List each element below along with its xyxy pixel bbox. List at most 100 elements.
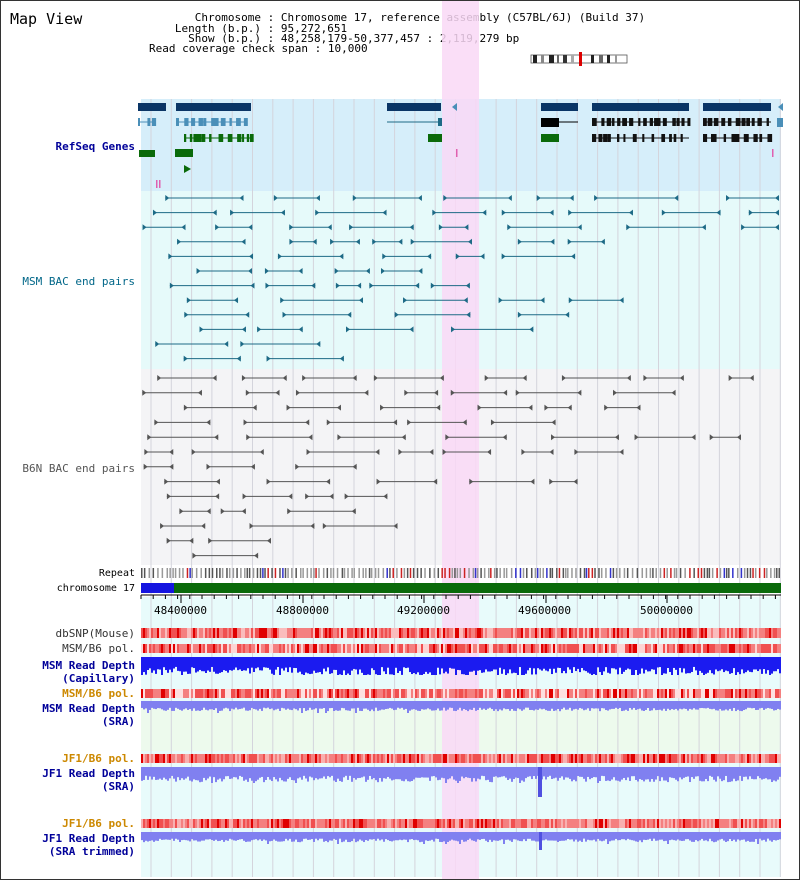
read-depth-bar bbox=[237, 832, 239, 840]
polymorphism-heat-cell bbox=[273, 689, 275, 698]
polymorphism-heat-cell bbox=[375, 819, 377, 828]
read-depth-bar bbox=[323, 832, 325, 842]
read-depth-bar bbox=[251, 701, 253, 708]
read-depth-bar bbox=[569, 767, 571, 779]
read-depth-bar bbox=[239, 767, 241, 776]
repeat-mark bbox=[534, 568, 537, 578]
b6n-bac-pair-end bbox=[192, 552, 197, 559]
repeat-mark bbox=[499, 568, 501, 578]
polymorphism-heat-cell bbox=[469, 644, 471, 653]
polymorphism-heat-cell bbox=[603, 628, 605, 638]
read-depth-bar bbox=[301, 701, 303, 713]
polymorphism-heat-cell bbox=[559, 754, 561, 763]
repeat-mark bbox=[585, 568, 588, 578]
polymorphism-heat-cell bbox=[437, 819, 439, 828]
polymorphism-heat-cell bbox=[677, 628, 679, 638]
read-depth-bar bbox=[189, 767, 191, 781]
refseq-gene-exon bbox=[703, 134, 708, 142]
b6n-bac-pair-end bbox=[215, 493, 220, 500]
read-depth-bar bbox=[527, 701, 529, 708]
polymorphism-heat-cell bbox=[767, 819, 769, 828]
read-depth-bar bbox=[739, 657, 741, 675]
refseq-gene-exon bbox=[612, 118, 615, 126]
read-depth-bar bbox=[717, 701, 719, 711]
repeat-mark bbox=[441, 568, 443, 578]
read-depth-bar bbox=[469, 832, 471, 839]
polymorphism-heat-cell bbox=[631, 819, 633, 828]
polymorphism-heat-cell bbox=[141, 819, 143, 828]
read-depth-bar bbox=[473, 832, 475, 841]
header-coverage: Read coverage check span : 10,000 bbox=[149, 42, 368, 55]
read-depth-bar bbox=[421, 657, 423, 675]
read-depth-bar bbox=[439, 701, 441, 711]
polymorphism-heat-cell bbox=[477, 819, 479, 828]
polymorphism-heat-cell bbox=[451, 644, 453, 653]
polymorphism-heat-cell bbox=[575, 754, 577, 763]
read-depth-bar bbox=[241, 701, 243, 709]
repeat-mark bbox=[546, 568, 548, 578]
read-depth-bar bbox=[747, 832, 749, 841]
polymorphism-heat-cell bbox=[677, 819, 679, 828]
read-depth-bar bbox=[367, 832, 369, 841]
polymorphism-heat-cell bbox=[625, 689, 627, 698]
repeat-mark bbox=[697, 568, 700, 578]
read-depth-bar bbox=[239, 701, 241, 709]
read-depth-bar bbox=[439, 657, 441, 675]
read-depth-bar bbox=[365, 657, 367, 675]
repeat-mark bbox=[172, 568, 174, 578]
read-depth-bar bbox=[475, 767, 477, 782]
polymorphism-heat-cell bbox=[377, 644, 379, 653]
msm-bac-pair-end bbox=[248, 268, 253, 274]
repeat-mark bbox=[483, 568, 486, 578]
read-depth-bar bbox=[399, 657, 401, 671]
polymorphism-heat-cell bbox=[765, 754, 767, 763]
b6n-bac-pair-end bbox=[749, 375, 754, 381]
polymorphism-heat-cell bbox=[689, 644, 691, 653]
read-depth-bar bbox=[411, 701, 413, 710]
polymorphism-heat-cell bbox=[519, 689, 521, 698]
read-depth-bar bbox=[761, 701, 763, 708]
read-depth-bar bbox=[477, 657, 479, 671]
b6n-bac-pair-end bbox=[433, 478, 438, 485]
polymorphism-heat-cell bbox=[779, 754, 781, 763]
polymorphism-heat-cell bbox=[215, 754, 217, 763]
repeat-mark bbox=[219, 568, 221, 578]
read-depth-bar bbox=[551, 701, 553, 709]
read-depth-bar bbox=[773, 767, 775, 781]
read-depth-bar bbox=[669, 657, 671, 673]
polymorphism-heat-cell bbox=[689, 754, 691, 763]
polymorphism-heat-cell bbox=[233, 689, 235, 698]
read-depth-bar bbox=[273, 832, 275, 840]
polymorphism-heat-cell bbox=[523, 628, 525, 638]
polymorphism-heat-cell bbox=[395, 689, 397, 698]
msm-bac-pair-end bbox=[234, 297, 239, 304]
label-msm-read-depth-cap-sub: (Capillary) bbox=[62, 672, 135, 685]
polymorphism-heat-cell bbox=[747, 628, 749, 638]
polymorphism-heat-cell bbox=[465, 644, 467, 653]
read-depth-bar bbox=[143, 767, 145, 780]
read-depth-bar bbox=[163, 832, 165, 840]
polymorphism-heat-cell bbox=[153, 754, 155, 763]
polymorphism-heat-cell bbox=[761, 644, 763, 653]
polymorphism-heat-cell bbox=[657, 628, 659, 638]
polymorphism-heat-cell bbox=[453, 644, 455, 653]
repeat-mark bbox=[456, 568, 459, 578]
msm-bac-pair-end bbox=[626, 224, 631, 231]
read-depth-bar bbox=[573, 767, 575, 780]
polymorphism-heat-cell bbox=[457, 628, 459, 638]
polymorphism-heat-cell bbox=[419, 644, 421, 653]
polymorphism-heat-cell bbox=[631, 644, 633, 653]
polymorphism-heat-cell bbox=[777, 754, 779, 763]
read-depth-bar bbox=[705, 767, 707, 780]
polymorphism-heat-cell bbox=[313, 819, 315, 828]
refseq-gene-exon bbox=[147, 118, 151, 126]
polymorphism-heat-cell bbox=[321, 628, 323, 638]
polymorphism-heat-cell bbox=[459, 754, 461, 763]
b6n-bac-pair-end bbox=[206, 508, 211, 515]
read-depth-bar bbox=[295, 657, 297, 669]
ideogram-band bbox=[541, 55, 544, 63]
polymorphism-heat-cell bbox=[651, 754, 653, 763]
polymorphism-heat-cell bbox=[325, 819, 327, 828]
polymorphism-heat-cell bbox=[431, 644, 433, 653]
